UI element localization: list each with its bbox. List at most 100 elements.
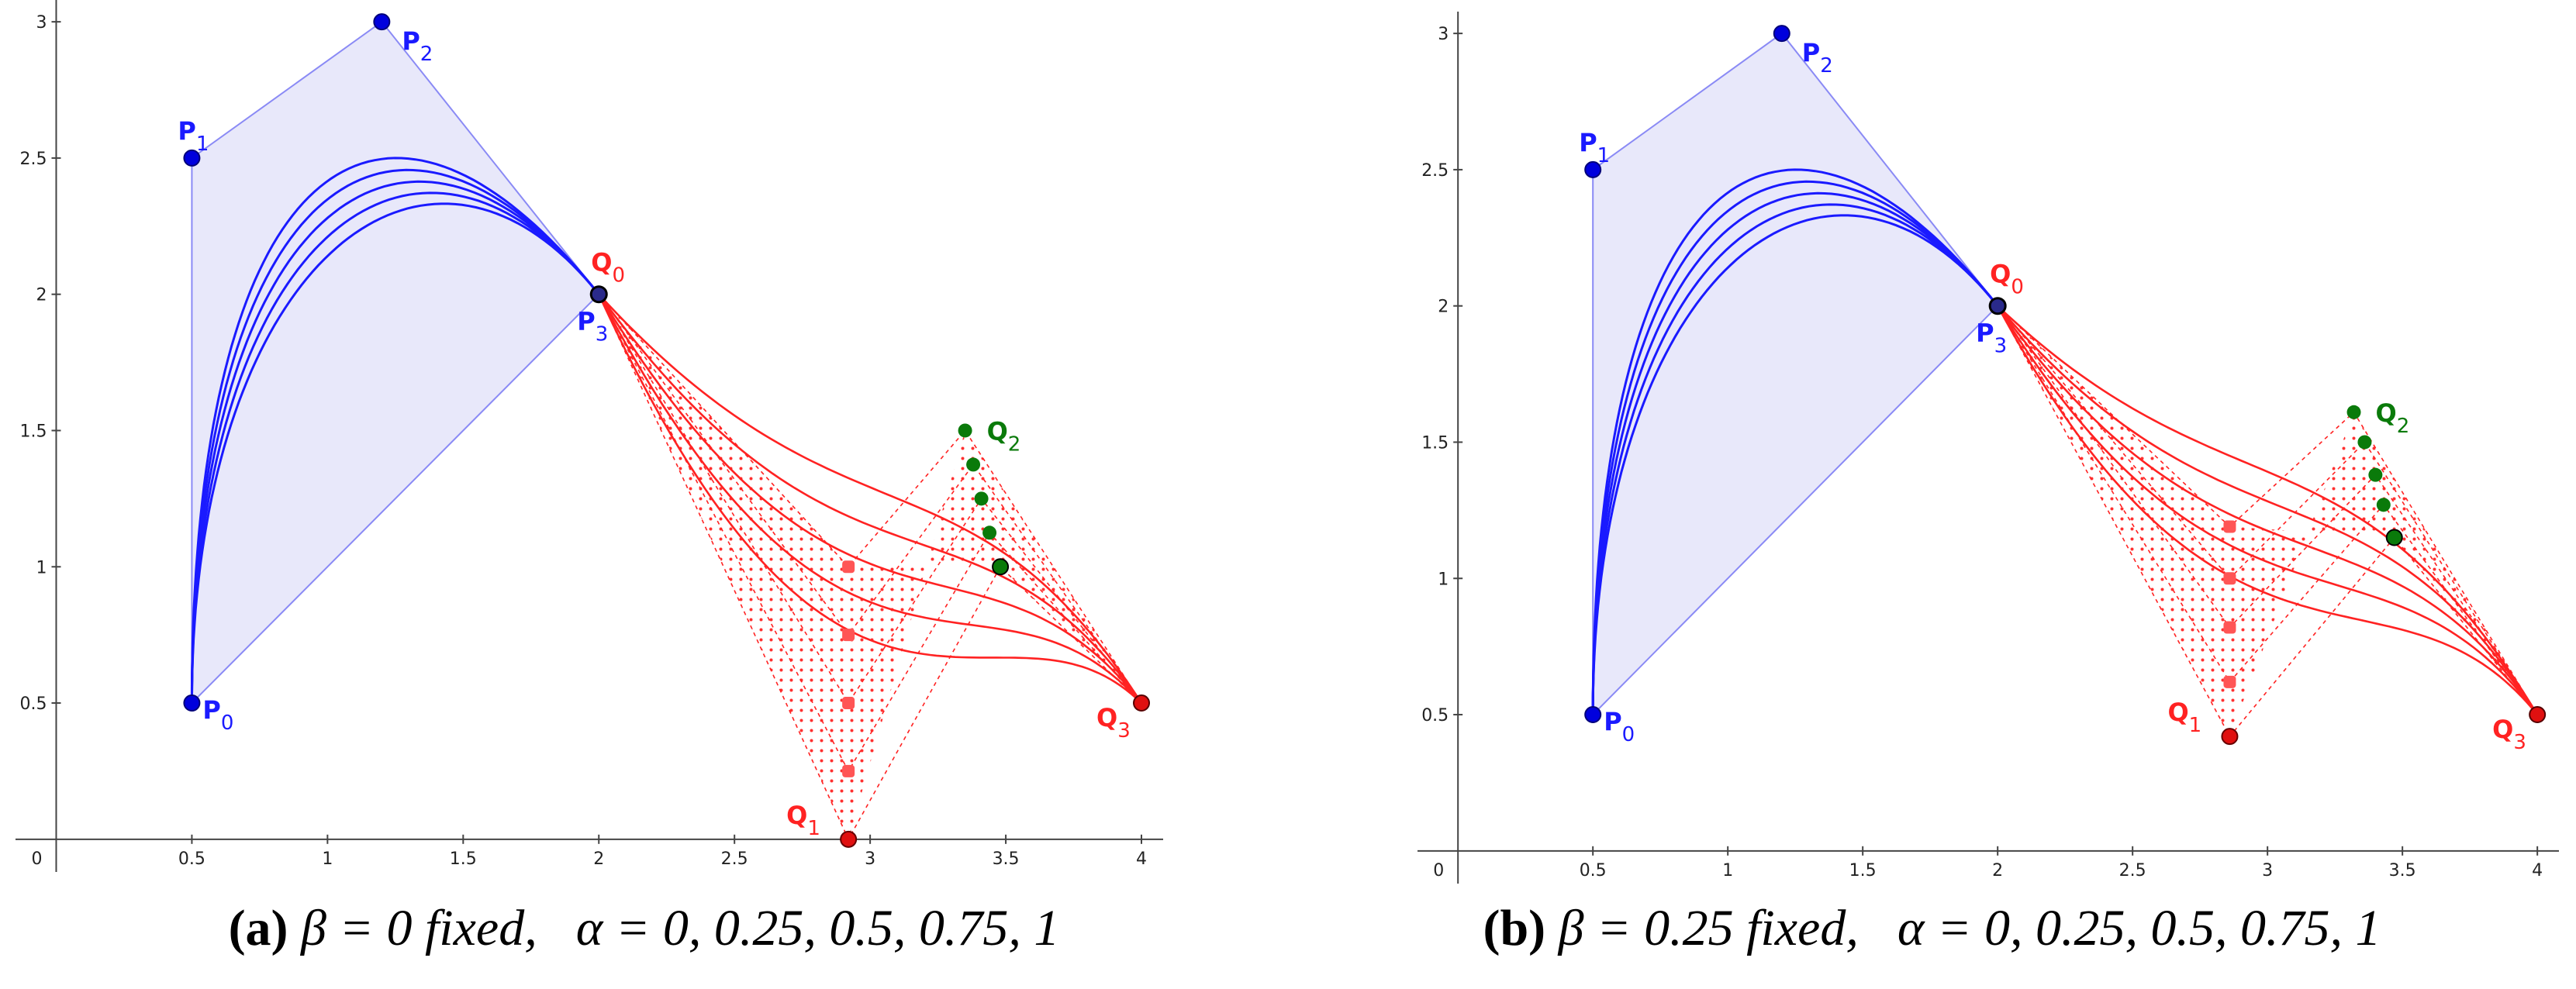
caption-b-label: (b) [1483, 900, 1546, 956]
origin-label: 0 [1433, 861, 1444, 880]
p-curve [1591, 180, 1999, 715]
x-tick-label: 0.5 [1580, 861, 1607, 880]
q0-p3-point [1988, 297, 2007, 315]
p-curve [1591, 214, 1999, 715]
plot-panel-b: 0.5 1 1.5 2 2.5 3 3.5 4 0.5 1 1.5 2 2.5 3 0 P0 P1 P2 P3 Q0 Q… [1417, 12, 2559, 884]
q1-variant-point [2223, 621, 2236, 634]
q-curve [598, 294, 1143, 704]
q1-variant-point [842, 629, 855, 642]
q3-point [2529, 706, 2547, 724]
p-curve [190, 168, 600, 704]
q2-variant-point [2346, 405, 2361, 419]
q1-variant-point [842, 697, 855, 710]
q-curve [598, 293, 1143, 704]
x-tick-label: 1.5 [1849, 861, 1877, 880]
q1-variant-point [2223, 675, 2236, 688]
x-tick-label: 0.5 [178, 849, 205, 869]
q-control-polygon [1997, 305, 2538, 715]
y-tick-label: 2 [36, 286, 47, 305]
q2-variant-point [992, 558, 1010, 576]
x-tick-label: 2.5 [2119, 861, 2146, 880]
p1-point [1584, 160, 1602, 178]
caption-a-fixed: β = 0 fixed, [301, 900, 537, 956]
q2-variant-point [2357, 435, 2372, 450]
p0-label: P0 [1604, 707, 1635, 746]
p2-point [1773, 25, 1790, 43]
p-curve [190, 180, 600, 704]
x-tick-label: 4 [1136, 849, 1147, 869]
y-tick-label: 2 [1438, 298, 1449, 317]
x-tick-label: 2.5 [721, 849, 748, 869]
y-tick-label: 1 [1438, 570, 1449, 589]
y-tick-label: 2.5 [19, 150, 47, 169]
y-tick-label: 3 [1438, 25, 1449, 44]
p3-label: P3 [1976, 319, 2007, 358]
x-tick-label: 1 [1722, 861, 1733, 880]
y-tick-label: 0.5 [1421, 706, 1449, 725]
x-tick-label: 1.5 [450, 849, 477, 869]
q-curve [1997, 305, 2539, 715]
p-curve [1591, 168, 1999, 715]
q-control-polygon [1997, 305, 2538, 715]
p-curve [190, 202, 600, 704]
q1-variant-point [842, 560, 855, 574]
p2-label: P2 [402, 26, 433, 66]
q-control-polygon [598, 294, 1142, 704]
x-tick-label: 2 [1992, 861, 2003, 880]
q2-variant-point [974, 491, 989, 506]
q-curve [1997, 305, 2539, 715]
x-tick-label: 3 [2262, 861, 2273, 880]
p-control-polygon [191, 20, 600, 705]
y-tick-label: 1.5 [19, 422, 47, 441]
x-tick-label: 3 [865, 849, 875, 869]
caption-a-varying: α = 0, 0.25, 0.5, 0.75, 1 [575, 900, 1060, 956]
p-control-polygon [1592, 32, 1999, 717]
q2-label: Q2 [2376, 398, 2410, 438]
q0-label: Q0 [1990, 260, 2024, 299]
q2-variant-point [966, 457, 981, 472]
caption-b-fixed: β = 0.25 fixed, [1558, 900, 1859, 956]
q-control-polygon [598, 294, 1142, 704]
origin-label: 0 [31, 849, 42, 869]
q2-variant-point [982, 526, 997, 540]
q-curve [1997, 305, 2539, 715]
p-curve [190, 191, 600, 704]
y-tick-label: 1.5 [1421, 433, 1449, 453]
y-tick-label: 1 [36, 558, 47, 577]
x-tick-label: 4 [2532, 861, 2543, 880]
caption-b: (b) β = 0.25 fixed, α = 0, 0.25, 0.5, 0.7… [1288, 899, 2576, 977]
q-control-region [1998, 305, 2538, 737]
p2-point [373, 13, 391, 31]
p-curve [1591, 203, 1999, 715]
q2-variant-point [958, 423, 972, 438]
q3-label: Q3 [2492, 715, 2526, 754]
p2-label: P2 [1802, 38, 1833, 78]
caption-a: (a) β = 0 fixed, α = 0, 0.25, 0.5, 0.75, … [0, 899, 1288, 977]
x-tick-label: 2 [593, 849, 604, 869]
q1-label: Q1 [2167, 698, 2201, 737]
y-tick-label: 0.5 [19, 694, 47, 714]
q2-label: Q2 [987, 416, 1021, 456]
p0-point [183, 694, 201, 712]
q3-label: Q3 [1096, 703, 1131, 743]
q1-point [2221, 728, 2239, 746]
q0-p3-point [589, 285, 608, 304]
q1-variant-point [2223, 520, 2236, 533]
q0-label: Q0 [591, 248, 625, 288]
q1-variant-point [842, 764, 855, 777]
x-tick-label: 1 [322, 849, 333, 869]
p0-label: P0 [202, 695, 233, 735]
p0-point [1584, 706, 1602, 724]
q1-point [840, 830, 858, 848]
y-tick-label: 2.5 [1421, 161, 1449, 181]
x-tick-label: 3.5 [993, 849, 1020, 869]
q-curve [1997, 305, 2539, 715]
caption-a-label: (a) [228, 900, 288, 956]
p1-label: P1 [178, 116, 209, 156]
p-curve [190, 157, 600, 704]
q-curve [1997, 305, 2539, 715]
p1-point [183, 149, 201, 167]
q1-variant-point [2223, 572, 2236, 585]
q-control-polygon [1997, 305, 2538, 715]
